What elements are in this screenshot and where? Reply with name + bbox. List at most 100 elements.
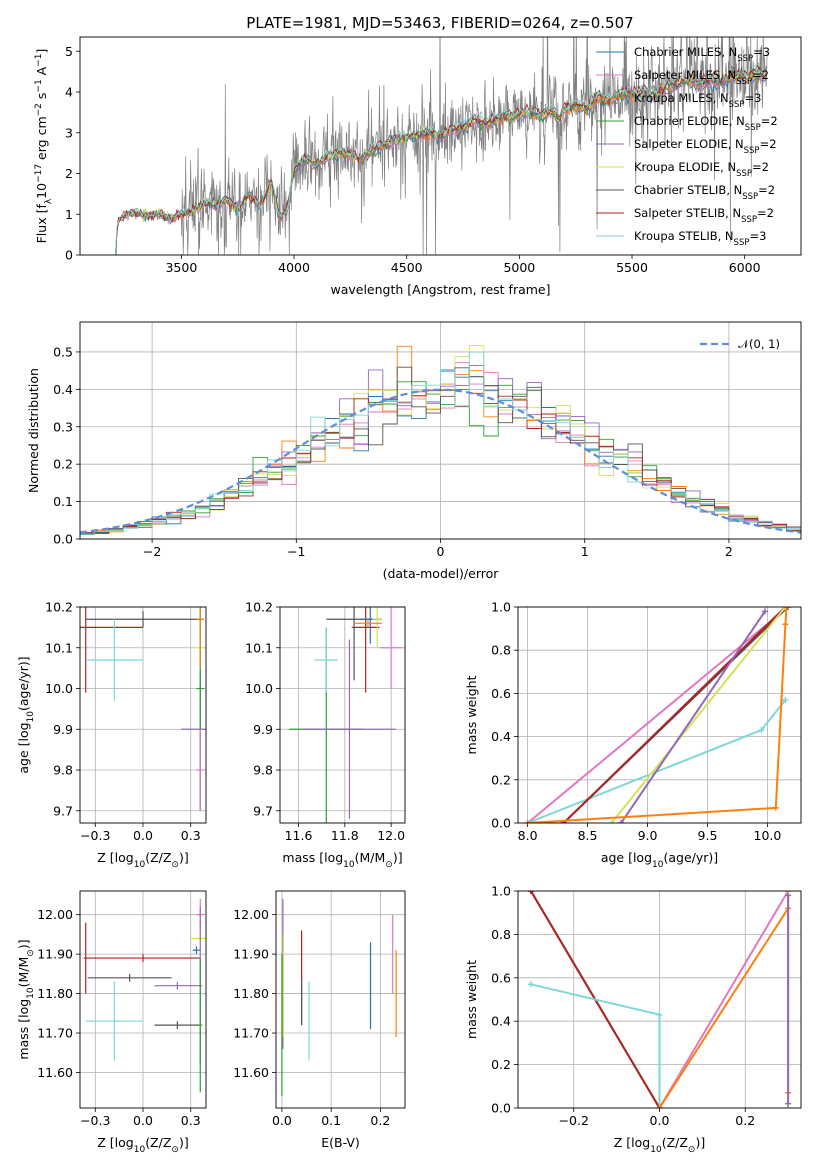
spectrum-ylabel: Flux [fλ10−17 erg cm−2 s−1 A−1] — [34, 49, 54, 244]
age-vs-Z-ylabel: age [log10(age/yr)] — [16, 656, 36, 773]
weight-line — [610, 607, 787, 823]
mass-weight-vs-age-panel: 8.0 8.5 9.0 9.5 10.0 0.0 0.2 0.4 0.6 0.8 1.0 age [l… — [464, 600, 802, 870]
errorbar — [379, 607, 403, 689]
errorbar — [314, 627, 338, 693]
errorbar — [196, 607, 205, 669]
legend-entry: Kroupa MILES, NSSP=3 — [634, 91, 761, 110]
errorbar — [154, 981, 201, 990]
mass-weight-vs-age-xlabel: age [log10(age/yr)] — [601, 850, 718, 870]
spectrum-panel: 3500 4000 4500 5000 5500 6000 0 1 2 3 4 5 wavelength… — [34, 36, 802, 297]
mass-weight-vs-Z-xtick-label: −0.2 — [559, 1113, 589, 1128]
age-vs-Z-ytick-label: 9.7 — [53, 803, 73, 818]
legend-entry: Kroupa ELODIE, NSSP=2 — [634, 160, 769, 179]
weight-marker — [656, 1105, 663, 1108]
residuals-ylabel: Normed distribution — [26, 368, 41, 493]
residuals-ytick-label: 0.2 — [53, 457, 73, 472]
mass-weight-vs-age-ytick-label: 0.2 — [491, 772, 511, 787]
residuals-ytick-label: 0.4 — [53, 382, 73, 397]
errorbar — [372, 607, 382, 648]
mass-weight-vs-age-ytick-label: 0.6 — [491, 686, 511, 701]
weight-marker — [524, 820, 531, 823]
residuals-xtick-label: −2 — [143, 544, 161, 559]
weight-line — [527, 699, 787, 823]
mass-weight-vs-Z-xlabel: Z [log10(Z/Z⊙)] — [614, 1135, 705, 1155]
mass-weight-vs-age-ytick-label: 0.8 — [491, 643, 511, 658]
legend-entry: Salpeter MILES, NSSP=2 — [634, 68, 769, 87]
weight-marker — [782, 607, 789, 610]
mass-vs-Z-xtick-label: 0.0 — [133, 1113, 153, 1128]
mass-vs-EBV-xtick-label: 0.0 — [272, 1113, 292, 1128]
errorbar — [196, 729, 205, 811]
age-vs-Z-xlabel: Z [log10(Z/Z⊙)] — [97, 850, 188, 870]
weight-marker — [772, 804, 779, 811]
spectrum-xtick-label: 4000 — [278, 260, 310, 275]
mass-vs-Z-xtick-label: 0.3 — [181, 1113, 201, 1128]
residuals-panel: −2 −1 0 1 2 0.0 0.1 0.2 0.3 0.4 0.5 (data-model)/er… — [26, 321, 802, 581]
errorbar — [85, 619, 143, 701]
age-vs-mass-frame — [279, 606, 406, 824]
spectrum-xtick-label: 3500 — [165, 260, 197, 275]
age-vs-mass-ytick-label: 9.9 — [253, 722, 273, 737]
mass-weight-vs-age-xtick-label: 9.0 — [638, 828, 658, 843]
age-vs-metallicity-panel: −0.3 0.0 0.3 9.7 9.8 9.9 10.0 10.1 10.2 Z [log10(… — [16, 600, 207, 870]
mass-vs-EBV-xlabel: E(B-V) — [321, 1135, 360, 1150]
weight-marker — [762, 608, 769, 615]
age-vs-Z-frame — [79, 606, 207, 824]
weight-line — [527, 607, 788, 823]
errorbar — [154, 1021, 201, 1030]
gaussian-curve — [80, 388, 801, 534]
weight-marker — [527, 981, 534, 988]
mass-weight-vs-age-ytick-label: 0.0 — [491, 816, 511, 831]
mass-weight-vs-age-xtick-label: 10.0 — [754, 828, 782, 843]
spectrum-ytick-label: 5 — [65, 44, 73, 59]
spectrum-ytick-label: 1 — [65, 207, 73, 222]
spectrum-ytick-label: 2 — [65, 166, 73, 181]
mass-weight-vs-Z-xtick-label: 0.0 — [650, 1113, 670, 1128]
spectrum-xtick-label: 6000 — [729, 260, 761, 275]
weight-marker — [785, 892, 792, 899]
age-vs-mass-ytick-label: 10.0 — [245, 681, 273, 696]
mass-vs-EBV-xtick-label: 0.1 — [321, 1113, 341, 1128]
errorbar — [85, 981, 143, 1061]
mass-weight-vs-age-xtick-label: 8.0 — [518, 828, 538, 843]
mass-vs-Z-ytick-label: 11.70 — [37, 1026, 73, 1041]
spectrum-ytick-label: 3 — [65, 125, 73, 140]
age-vs-mass-ytick-label: 9.8 — [253, 763, 273, 778]
gaussian-legend-label: 𝒩(0, 1) — [738, 337, 780, 351]
mass-weight-vs-Z-ylabel: mass weight — [464, 960, 479, 1039]
mass-vs-Z-ytick-label: 11.90 — [37, 947, 73, 962]
mass-vs-EBV-ytick-label: 11.90 — [233, 947, 269, 962]
mass-weight-vs-age-ylabel: mass weight — [464, 675, 479, 754]
errorbar — [303, 639, 396, 819]
age-vs-mass-xtick-label: 11.8 — [331, 828, 359, 843]
spectrum-ytick-label: 0 — [65, 248, 73, 263]
legend-entry: Chabrier STELIB, NSSP=2 — [634, 183, 775, 202]
residuals-xtick-label: −1 — [287, 544, 305, 559]
age-vs-Z-xtick-label: −0.3 — [80, 828, 110, 843]
errorbar — [85, 954, 201, 963]
mass-weight-vs-Z-ytick-label: 0.8 — [491, 927, 511, 942]
mass-weight-vs-age-frame — [517, 606, 802, 824]
spectrum-xtick-label: 5000 — [503, 260, 535, 275]
age-vs-Z-ytick-label: 9.8 — [53, 763, 73, 778]
mass-weight-vs-Z-xtick-label: 0.2 — [735, 1113, 755, 1128]
mass-vs-extinction-panel: 0.0 0.1 0.2 11.60 11.70 11.80 11.90 12.00 E(B-V) — [233, 890, 406, 1150]
weight-marker — [656, 1011, 663, 1018]
weight-marker — [758, 727, 765, 734]
residuals-xtick-label: 0 — [437, 544, 445, 559]
age-vs-Z-ytick-label: 9.9 — [53, 722, 73, 737]
errorbar — [85, 611, 201, 628]
mass-weight-vs-Z-ytick-label: 1.0 — [491, 884, 511, 899]
age-vs-mass-ytick-label: 10.2 — [245, 600, 273, 615]
mass-vs-EBV-ytick-label: 12.00 — [233, 907, 269, 922]
mass-vs-EBV-frame — [275, 890, 406, 1109]
legend-entry: Salpeter ELODIE, NSSP=2 — [634, 137, 777, 156]
mass-weight-vs-age-ytick-label: 0.4 — [491, 729, 511, 744]
mass-vs-metallicity-panel: −0.3 0.0 0.3 11.60 11.70 11.80 11.90 12.00 Z [lo… — [16, 890, 207, 1155]
spectrum-model-line — [113, 65, 768, 255]
mass-weight-vs-age-xtick-label: 9.5 — [698, 828, 718, 843]
weight-line — [658, 891, 789, 1108]
mass-vs-EBV-xtick-label: 0.2 — [370, 1113, 390, 1128]
weight-line — [562, 607, 787, 823]
